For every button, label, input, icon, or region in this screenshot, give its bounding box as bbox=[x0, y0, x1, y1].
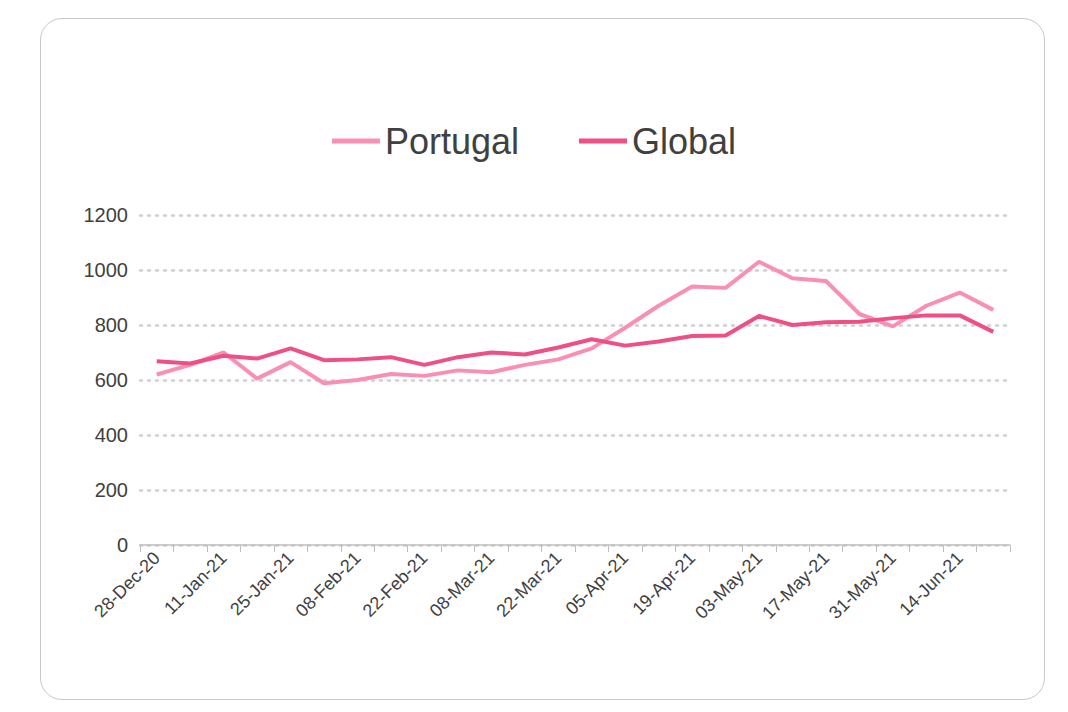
svg-text:25-Jan-21: 25-Jan-21 bbox=[226, 548, 297, 619]
svg-text:22-Feb-21: 22-Feb-21 bbox=[359, 548, 432, 621]
svg-text:28-Dec-20: 28-Dec-20 bbox=[90, 548, 164, 622]
svg-text:400: 400 bbox=[95, 424, 128, 446]
svg-text:08-Mar-21: 08-Mar-21 bbox=[426, 548, 499, 621]
svg-text:03-May-21: 03-May-21 bbox=[691, 548, 766, 623]
svg-text:Portugal: Portugal bbox=[385, 121, 519, 162]
svg-text:200: 200 bbox=[95, 479, 128, 501]
svg-text:11-Jan-21: 11-Jan-21 bbox=[160, 548, 230, 618]
svg-text:08-Feb-21: 08-Feb-21 bbox=[292, 548, 365, 621]
svg-text:Global: Global bbox=[632, 121, 736, 162]
svg-text:0: 0 bbox=[117, 534, 128, 556]
svg-text:1000: 1000 bbox=[84, 259, 129, 281]
svg-text:800: 800 bbox=[95, 314, 128, 336]
svg-text:05-Apr-21: 05-Apr-21 bbox=[562, 548, 633, 619]
svg-text:22-Mar-21: 22-Mar-21 bbox=[493, 548, 566, 621]
svg-text:14-Jun-21: 14-Jun-21 bbox=[895, 548, 966, 619]
svg-text:19-Apr-21: 19-Apr-21 bbox=[628, 548, 699, 619]
svg-text:1200: 1200 bbox=[84, 204, 129, 226]
svg-text:31-May-21: 31-May-21 bbox=[825, 548, 900, 623]
svg-text:17-May-21: 17-May-21 bbox=[758, 548, 833, 623]
svg-text:600: 600 bbox=[95, 369, 128, 391]
